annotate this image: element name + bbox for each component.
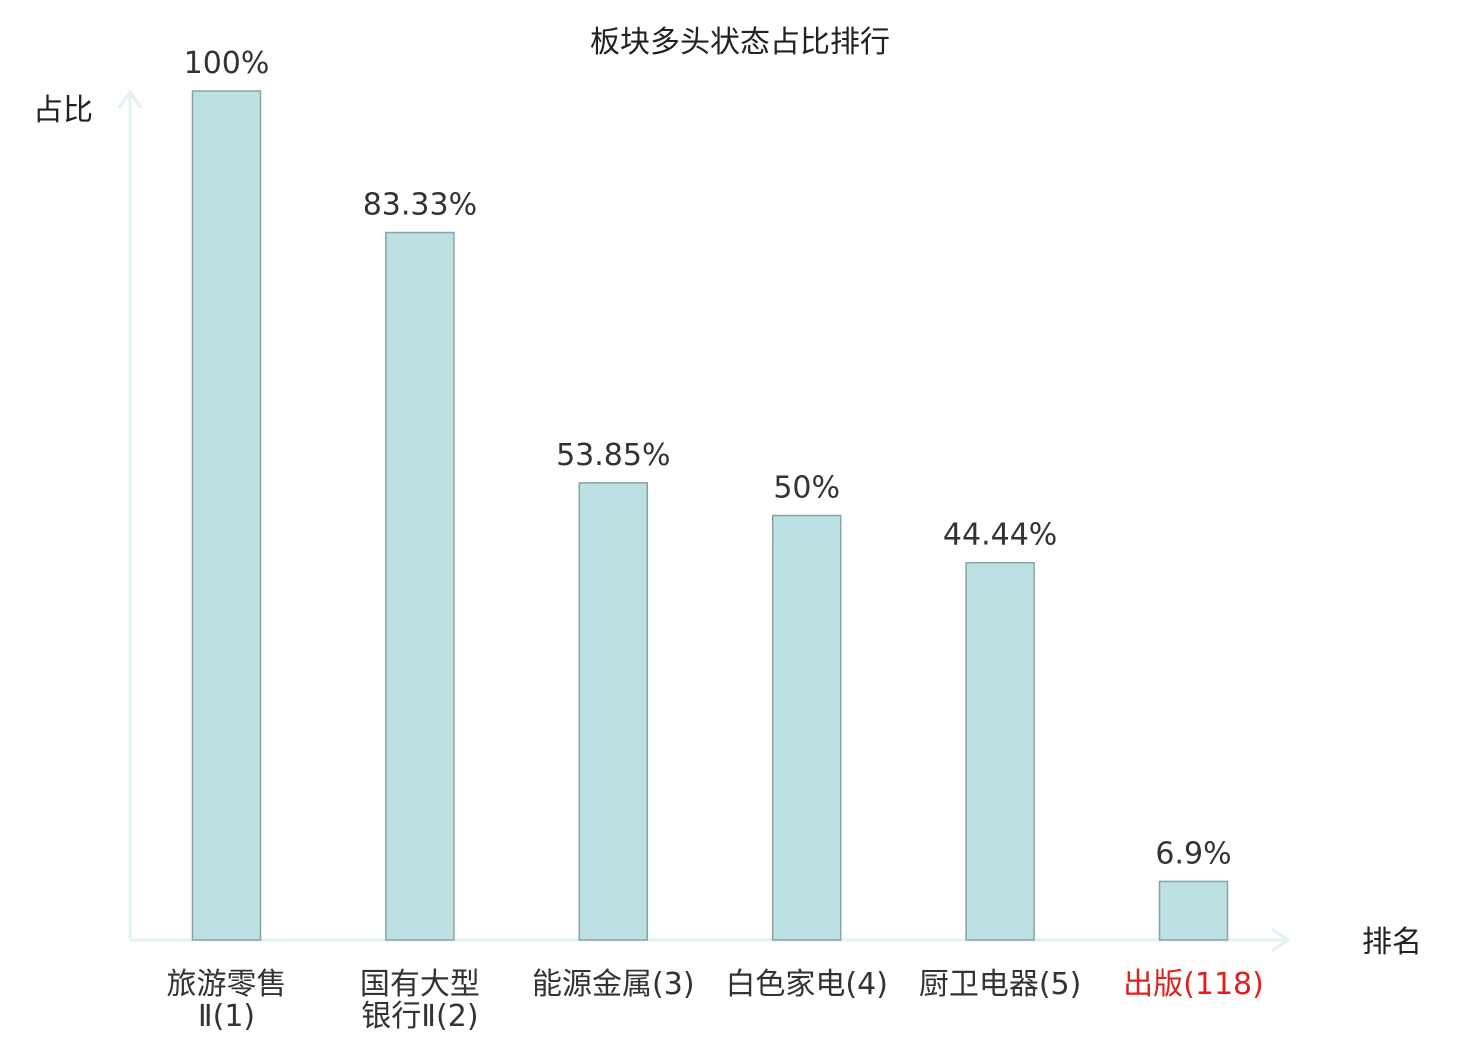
x-axis-arrow (1271, 927, 1291, 953)
x-tick-label: 白色家电(4) (725, 967, 888, 1002)
bar-value-label: 6.9% (1155, 836, 1231, 871)
bar (771, 514, 842, 941)
x-tick-label: 国有大型 (360, 967, 480, 1002)
chart-title: 板块多头状态占比排行 (590, 25, 890, 60)
x-tick-label: 旅游零售 (167, 967, 287, 1002)
x-axis-label: 排名 (1362, 925, 1422, 960)
x-tick-label: 银行Ⅱ(2) (361, 999, 478, 1034)
bar (578, 482, 649, 941)
bar (385, 231, 455, 941)
bar-value-label: 44.44% (943, 518, 1057, 553)
bar-value-label: 100% (184, 46, 270, 81)
x-tick-label: 出版(118) (1123, 967, 1264, 1002)
bar-value-label: 53.85% (556, 438, 670, 473)
bar-value-label: 50% (773, 471, 840, 506)
x-tick-label: Ⅱ(1) (198, 999, 255, 1034)
y-axis-arrow (117, 89, 143, 109)
bar (965, 561, 1035, 941)
x-tick-label: 能源金属(3) (532, 967, 695, 1002)
bar-value-label: 83.33% (363, 188, 477, 223)
bar (191, 90, 262, 941)
x-tick-label: 厨卫电器(5) (919, 967, 1082, 1002)
y-axis-label: 占比 (33, 93, 93, 128)
bar (1158, 880, 1229, 941)
